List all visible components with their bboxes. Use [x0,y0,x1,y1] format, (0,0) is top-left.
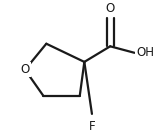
Text: O: O [20,63,30,76]
Text: OH: OH [136,46,154,59]
Text: F: F [89,120,95,133]
Text: O: O [106,2,115,15]
